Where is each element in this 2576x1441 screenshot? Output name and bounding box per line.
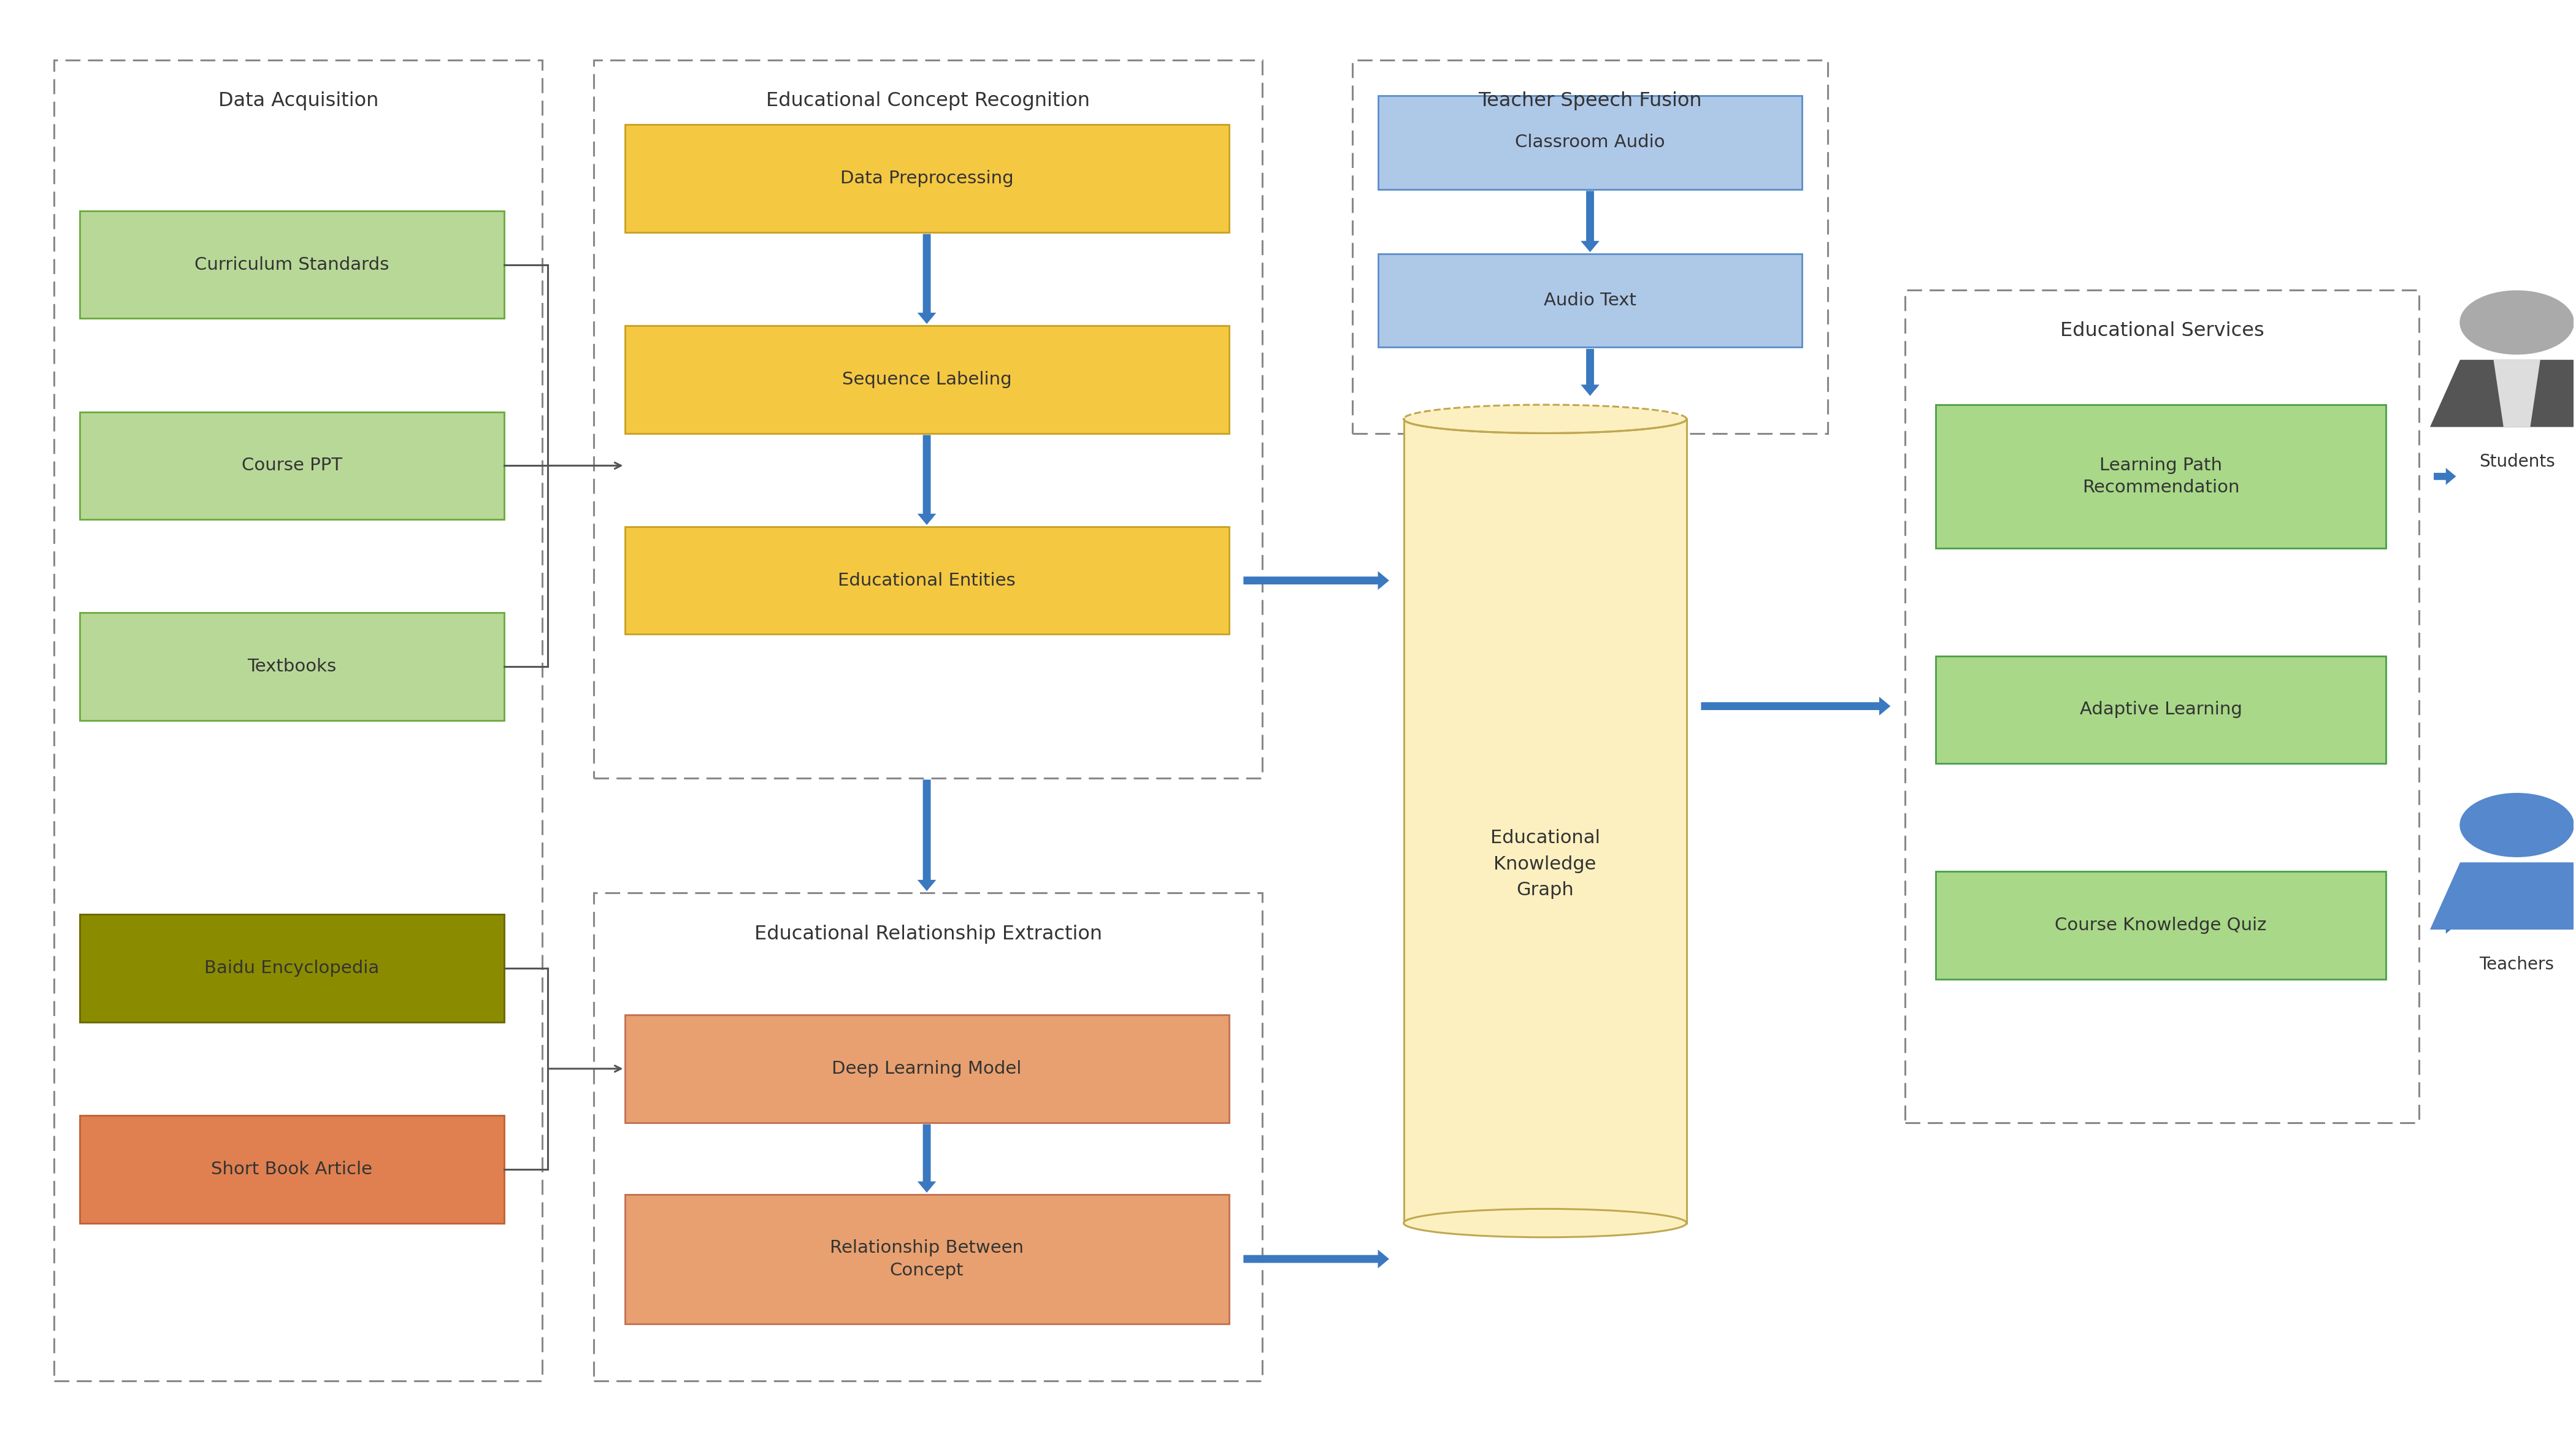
Text: Educational Services: Educational Services — [2061, 321, 2264, 340]
Polygon shape — [2429, 862, 2576, 929]
Text: Curriculum Standards: Curriculum Standards — [193, 256, 389, 274]
Ellipse shape — [1404, 405, 1687, 434]
FancyBboxPatch shape — [626, 526, 1229, 634]
Text: Sequence Labeling: Sequence Labeling — [842, 370, 1012, 388]
Text: Educational
Knowledge
Graph: Educational Knowledge Graph — [1489, 829, 1600, 899]
Text: Relationship Between
Concept: Relationship Between Concept — [829, 1239, 1023, 1278]
Text: Students: Students — [2478, 454, 2555, 471]
Text: Learning Path
Recommendation: Learning Path Recommendation — [2081, 457, 2239, 496]
Text: Classroom Audio: Classroom Audio — [1515, 134, 1664, 151]
Circle shape — [2460, 794, 2573, 857]
FancyBboxPatch shape — [626, 1195, 1229, 1324]
Text: Textbooks: Textbooks — [247, 659, 337, 676]
Bar — [1404, 419, 1687, 1223]
FancyBboxPatch shape — [80, 412, 505, 519]
FancyBboxPatch shape — [80, 1115, 505, 1223]
FancyBboxPatch shape — [626, 1014, 1229, 1123]
Text: Educational Concept Recognition: Educational Concept Recognition — [765, 92, 1090, 111]
FancyBboxPatch shape — [80, 915, 505, 1022]
Text: Deep Learning Model: Deep Learning Model — [832, 1061, 1023, 1078]
Text: Adaptive Learning: Adaptive Learning — [2079, 702, 2241, 718]
FancyBboxPatch shape — [1378, 254, 1803, 347]
Ellipse shape — [1404, 1209, 1687, 1238]
Polygon shape — [2494, 360, 2540, 427]
FancyBboxPatch shape — [1935, 872, 2385, 978]
FancyBboxPatch shape — [1935, 656, 2385, 764]
FancyBboxPatch shape — [80, 210, 505, 318]
FancyBboxPatch shape — [1935, 405, 2385, 548]
Circle shape — [2460, 291, 2573, 354]
FancyBboxPatch shape — [1378, 97, 1803, 189]
Text: Data Preprocessing: Data Preprocessing — [840, 170, 1012, 187]
FancyBboxPatch shape — [626, 124, 1229, 232]
Text: Baidu Encyclopedia: Baidu Encyclopedia — [204, 960, 379, 977]
Text: Teachers: Teachers — [2481, 955, 2555, 973]
Text: Teacher Speech Fusion: Teacher Speech Fusion — [1479, 92, 1703, 111]
Text: Course PPT: Course PPT — [242, 457, 343, 474]
Text: Short Book Article: Short Book Article — [211, 1160, 374, 1177]
Text: Data Acquisition: Data Acquisition — [219, 92, 379, 111]
FancyBboxPatch shape — [626, 326, 1229, 434]
Polygon shape — [2429, 360, 2576, 427]
FancyBboxPatch shape — [80, 612, 505, 720]
Text: Course Knowledge Quiz: Course Knowledge Quiz — [2056, 916, 2267, 934]
Text: Audio Text: Audio Text — [1543, 293, 1636, 308]
Text: Educational Entities: Educational Entities — [837, 572, 1015, 589]
Text: Educational Relationship Extraction: Educational Relationship Extraction — [755, 924, 1103, 944]
